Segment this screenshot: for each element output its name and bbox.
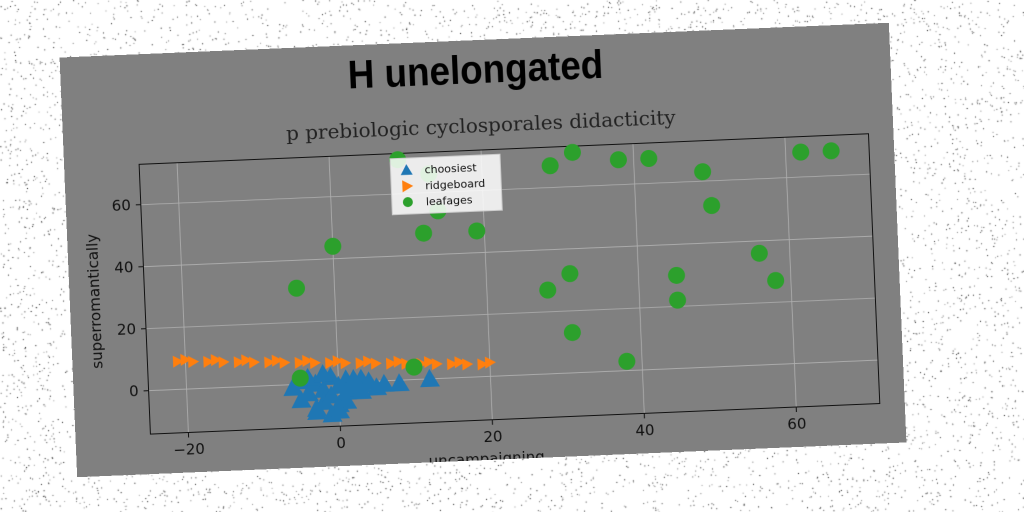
legend-marker [402,180,414,193]
y-axis-label: superromantically [83,233,107,369]
ridgeboard-point [370,357,382,370]
ridgeboard-point [233,356,245,369]
leafages-point [669,291,687,309]
ridgeboard-point [241,354,253,367]
ridgeboard-point [462,358,474,371]
x-tick-label: 20 [483,427,503,446]
choosiest-point [352,381,373,400]
ridgeboard-point [218,356,230,369]
leafages-point [563,324,581,342]
leafages-point [750,244,768,262]
scatter-plot: p prebiologic cyclosporales didacticity … [83,105,881,470]
ridgeboard-point [340,357,352,370]
chart-card: H unelongated p prebiologic cyclosporale… [59,22,907,478]
choosiest-point [374,373,395,393]
plot-frame [138,133,881,435]
leafages-point [703,197,721,215]
leafages-point [668,266,686,284]
ridgeboard-point [325,357,337,370]
ridgeboard-point [309,357,321,370]
choosiest-point [313,364,334,383]
ridgeboard-point [355,357,367,370]
ridgeboard-point [172,355,184,368]
choosiest-point [343,368,364,388]
leafages-point [405,358,423,376]
ridgeboard-point [264,356,276,369]
leafages-point [618,352,636,370]
y-tick-label: 60 [111,196,131,215]
ridgeboard-point [332,355,344,368]
ridgeboard-point [203,355,215,368]
leafages-point [541,157,559,175]
leafages-point [767,272,785,290]
leafages-point [609,151,627,169]
ridgeboard-point [302,354,314,367]
ridgeboard-point [294,356,306,369]
leafages-point [291,369,309,387]
legend-label: leafages [426,193,473,208]
leafages-point [640,149,658,167]
chart-title: p prebiologic cyclosporales didacticity [285,105,676,145]
x-gridline [784,137,797,408]
ridgeboard-point [393,355,405,368]
ridgeboard-point [210,354,222,367]
legend-box [389,153,503,216]
legend-label: ridgeboard [425,177,486,193]
leafages-point [539,281,557,299]
y-tick-label: 40 [114,258,134,277]
x-tick-label: 40 [635,421,655,440]
y-gridline [140,173,871,206]
leafages-point [822,142,840,160]
ridgeboard-point [446,358,458,371]
choosiest-point [307,401,328,420]
ridgeboard-point [477,358,489,371]
ridgeboard-point [180,353,192,366]
legend-label: choosiest [424,161,477,176]
leafages-point [288,279,306,297]
y-gridline [143,235,873,268]
y-tick-label: 0 [129,382,139,400]
choosiest-point [389,373,410,392]
ridgeboard-point [431,358,443,371]
leafages-point [415,224,433,242]
choosiest-point [330,400,351,420]
ridgeboard-point [385,357,397,370]
leafages-point [561,265,579,283]
ridgeboard-point [271,354,283,367]
x-tick-label: 0 [336,434,346,452]
leafages-point [694,163,712,181]
leafages-point [563,143,581,161]
x-tick-label: −20 [173,440,205,459]
ridgeboard-point [423,356,435,369]
choosiest-point [291,389,312,409]
leafages-point [468,222,486,240]
y-tick-label: 20 [117,320,137,339]
ridgeboard-point [454,356,466,369]
choosiest-point [420,368,441,388]
ridgeboard-point [188,355,200,368]
y-gridline [148,359,878,392]
choosiest-point [337,391,358,410]
legend-marker [402,197,413,208]
y-gridline [145,297,876,330]
leafages-point [324,237,342,255]
ridgeboard-point [484,356,496,369]
ridgeboard-point [279,356,291,369]
x-tick-label: 60 [787,415,807,434]
ridgeboard-point [363,355,375,368]
x-gridline [176,162,189,433]
x-gridline [632,143,645,414]
legend-marker [400,164,413,176]
leafages-point [792,143,810,161]
ridgeboard-point [248,356,260,369]
